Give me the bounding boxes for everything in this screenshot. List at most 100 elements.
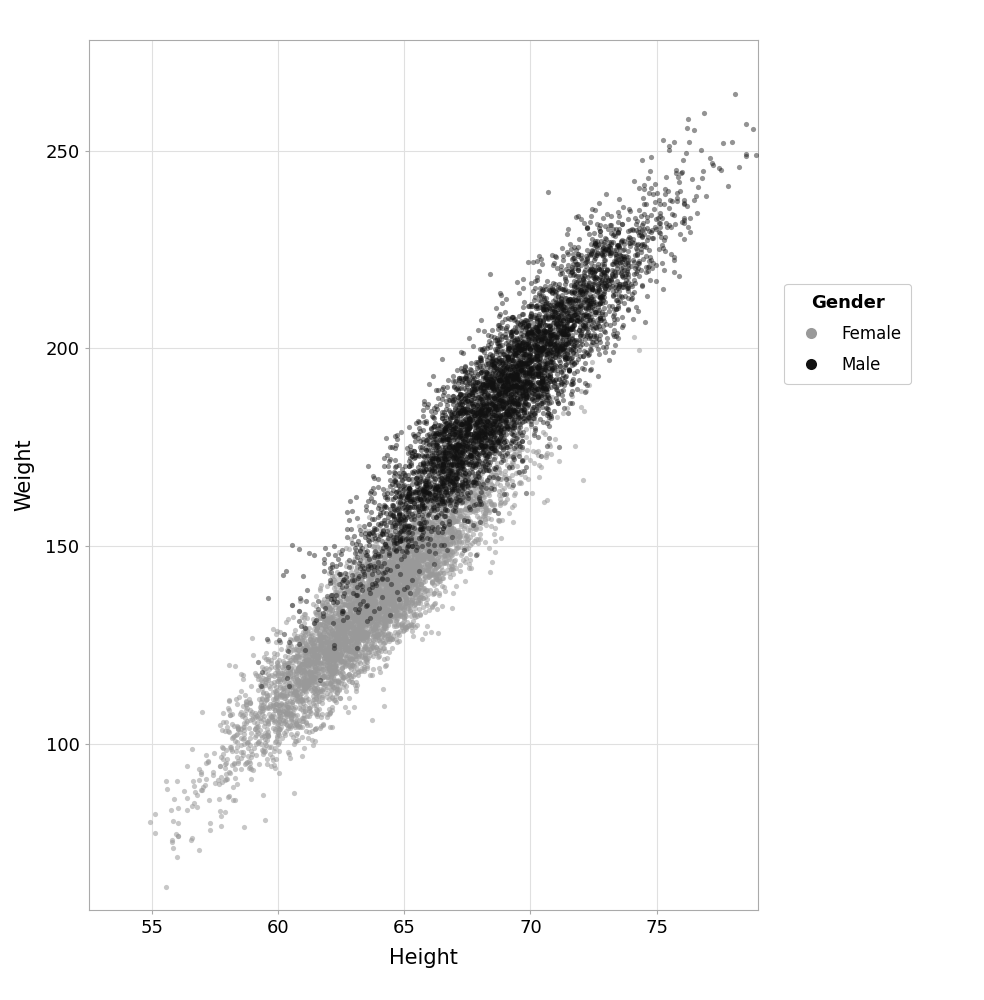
Point	[428, 463, 444, 479]
Point	[584, 299, 599, 315]
Point	[347, 631, 363, 647]
Point	[555, 367, 571, 383]
Point	[262, 739, 277, 755]
Point	[415, 462, 431, 478]
Point	[535, 340, 551, 356]
Point	[349, 585, 365, 601]
Point	[383, 566, 399, 582]
Point	[461, 499, 476, 515]
Point	[496, 393, 512, 409]
Point	[407, 515, 423, 531]
Point	[283, 632, 299, 648]
Point	[461, 411, 477, 427]
Point	[591, 261, 607, 277]
Point	[458, 401, 473, 417]
Point	[352, 552, 368, 568]
Point	[377, 536, 393, 552]
Point	[348, 579, 364, 595]
Point	[562, 236, 578, 252]
Point	[471, 411, 487, 427]
Point	[541, 336, 557, 352]
Point	[379, 584, 395, 600]
Point	[286, 675, 302, 691]
Point	[388, 580, 403, 596]
Point	[483, 423, 499, 439]
Point	[303, 642, 319, 658]
Point	[745, 121, 761, 137]
Point	[359, 583, 375, 599]
Point	[478, 369, 494, 385]
Point	[586, 235, 602, 251]
Point	[366, 621, 382, 637]
Point	[343, 567, 359, 583]
Point	[360, 591, 376, 607]
Point	[373, 594, 389, 610]
Point	[474, 419, 490, 435]
Point	[374, 533, 390, 549]
Point	[361, 609, 377, 625]
Point	[417, 483, 433, 499]
Point	[367, 544, 383, 560]
Point	[484, 396, 500, 412]
Point	[515, 382, 530, 398]
Point	[458, 358, 473, 374]
Point	[345, 658, 361, 674]
Point	[439, 418, 455, 434]
Point	[402, 444, 418, 460]
Point	[388, 535, 403, 551]
Point	[450, 437, 465, 453]
Point	[458, 501, 473, 517]
Point	[365, 468, 381, 484]
Point	[590, 237, 606, 253]
Point	[633, 237, 648, 253]
Point	[298, 692, 314, 708]
Point	[573, 282, 588, 298]
Point	[476, 429, 492, 445]
Point	[517, 316, 532, 332]
Point	[363, 585, 379, 601]
Point	[395, 509, 410, 525]
Point	[522, 367, 537, 383]
Point	[402, 530, 418, 546]
Point	[366, 527, 382, 543]
Point	[608, 301, 624, 317]
Point	[430, 457, 446, 473]
Point	[280, 700, 296, 716]
Point	[292, 686, 308, 702]
Point	[479, 396, 495, 412]
Point	[461, 501, 476, 517]
Point	[270, 701, 285, 717]
Point	[497, 400, 513, 416]
Point	[357, 582, 373, 598]
Point	[472, 404, 488, 420]
Point	[335, 574, 350, 590]
Point	[316, 624, 332, 640]
Point	[387, 518, 402, 534]
Point	[579, 254, 594, 270]
Point	[267, 674, 282, 690]
Point	[356, 605, 372, 621]
Point	[496, 434, 512, 450]
Point	[462, 395, 478, 411]
Point	[477, 453, 493, 469]
Point	[319, 662, 335, 678]
Point	[554, 370, 570, 386]
Point	[440, 487, 456, 503]
Point	[438, 542, 454, 558]
Point	[363, 601, 379, 617]
Point	[500, 406, 516, 422]
Point	[404, 491, 420, 507]
Point	[492, 326, 508, 342]
Point	[432, 501, 448, 517]
Point	[350, 664, 366, 680]
Point	[530, 402, 546, 418]
Point	[515, 346, 530, 362]
Point	[370, 557, 386, 573]
Point	[498, 360, 514, 376]
Point	[495, 399, 511, 415]
Point	[477, 505, 493, 521]
Point	[457, 518, 472, 534]
Point	[633, 244, 648, 260]
Point	[365, 639, 381, 655]
Point	[552, 340, 568, 356]
